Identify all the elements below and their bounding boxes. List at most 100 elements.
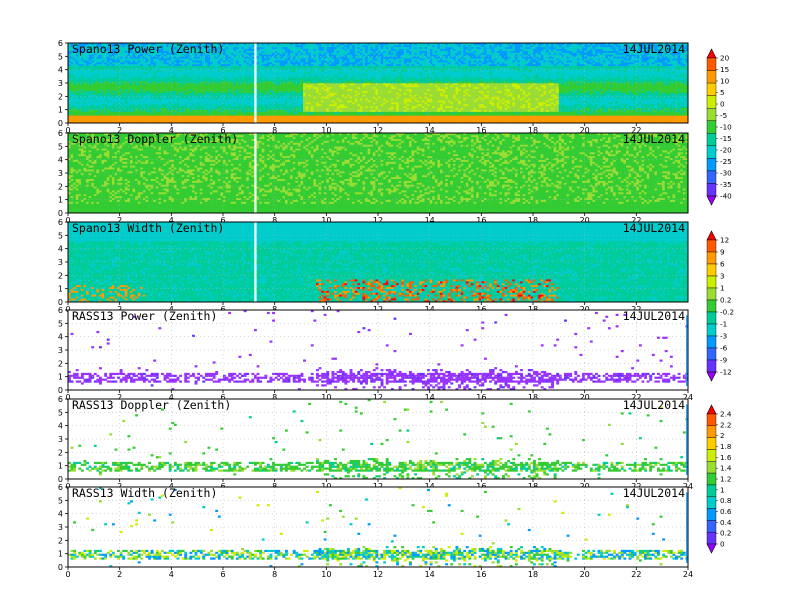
heatmap-cell [99, 67, 102, 70]
heatmap-cell [259, 52, 263, 55]
heatmap-cell [111, 52, 115, 55]
heatmap-cell [277, 71, 281, 74]
heatmap-cell [316, 119, 319, 122]
heatmap-cell [349, 75, 353, 78]
heatmap-cell [176, 58, 180, 61]
heatmap-cell [223, 71, 226, 74]
heatmap-cell [282, 69, 286, 72]
heatmap-cell [109, 121, 113, 124]
heatmap-cell [78, 69, 82, 72]
heatmap-cell [158, 113, 162, 116]
heatmap-cell [326, 98, 330, 101]
heatmap-cell [83, 52, 87, 55]
heatmap-cell [336, 60, 340, 63]
heatmap-cell [344, 111, 348, 114]
heatmap-cell [93, 102, 97, 105]
heatmap-cell [347, 117, 350, 120]
heatmap-cell [347, 111, 350, 114]
heatmap-cell [122, 54, 126, 57]
heatmap-cell [132, 111, 136, 114]
heatmap-cell [210, 60, 213, 63]
heatmap-cell [305, 60, 309, 63]
heatmap-cell [145, 84, 149, 88]
heatmap-cell [83, 62, 87, 65]
heatmap-cell [274, 79, 278, 82]
heatmap-cell [68, 58, 71, 61]
heatmap-cell [96, 77, 100, 80]
heatmap-cell [186, 111, 190, 114]
heatmap-cell [189, 98, 193, 101]
heatmap-cell [73, 83, 77, 86]
heatmap-cell [318, 86, 322, 90]
heatmap-cell [354, 115, 358, 118]
heatmap-cell [117, 73, 120, 76]
heatmap-cell [349, 119, 353, 122]
heatmap-cell [194, 60, 198, 63]
heatmap-cell [295, 88, 299, 91]
heatmap-cell [310, 56, 314, 59]
heatmap-cell [238, 79, 242, 82]
heatmap-cell [78, 113, 82, 116]
heatmap-cell [233, 105, 237, 109]
heatmap-cell [279, 92, 283, 95]
heatmap-cell [135, 92, 139, 95]
heatmap-cell [233, 81, 237, 84]
heatmap-cell [347, 58, 350, 61]
heatmap-cell [104, 50, 108, 53]
heatmap-cell [223, 109, 226, 112]
heatmap-cell [192, 81, 195, 84]
heatmap-cell [212, 84, 216, 88]
heatmap-cell [140, 58, 144, 61]
heatmap-cell [230, 58, 234, 61]
heatmap-cell [140, 65, 144, 69]
heatmap-cell [347, 105, 350, 109]
heatmap-cell [292, 121, 296, 124]
heatmap-cell [370, 54, 374, 57]
heatmap-cell [336, 43, 340, 46]
heatmap-cell [114, 46, 118, 50]
heatmap-cell [308, 98, 312, 101]
heatmap-cell [124, 79, 128, 82]
heatmap-cell [354, 103, 358, 107]
heatmap-cell [230, 73, 234, 76]
heatmap-cell [248, 75, 252, 78]
heatmap-cell [339, 43, 343, 46]
heatmap-cell [181, 96, 185, 99]
heatmap-cell [80, 69, 84, 72]
heatmap-cell [347, 83, 350, 86]
heatmap-cell [354, 73, 358, 76]
heatmap-cell [192, 83, 195, 86]
heatmap-cell [137, 121, 141, 124]
heatmap-cell [204, 77, 208, 80]
heatmap-cell [341, 92, 345, 95]
heatmap-cell [130, 84, 133, 88]
heatmap-cell [70, 43, 74, 46]
heatmap-cell [106, 46, 110, 50]
heatmap-cell [210, 86, 213, 90]
heatmap-cell [344, 83, 348, 86]
heatmap-cell [155, 88, 159, 91]
heatmap-cell [235, 63, 239, 67]
heatmap-cell [297, 58, 301, 61]
heatmap-cell [184, 86, 188, 90]
heatmap-cell [199, 43, 203, 46]
heatmap-cell [104, 92, 108, 95]
heatmap-cell [88, 81, 92, 84]
heatmap-cell [83, 65, 87, 69]
heatmap-cell [357, 111, 361, 114]
heatmap-cell [347, 115, 350, 118]
heatmap-cell [282, 117, 286, 120]
heatmap-cell [91, 94, 95, 97]
heatmap-cell [207, 105, 211, 109]
heatmap-cell [155, 94, 159, 97]
heatmap-cell [75, 105, 79, 109]
heatmap-cell [189, 100, 193, 103]
heatmap-cell [272, 48, 275, 51]
heatmap-cell [225, 103, 229, 107]
heatmap-cell [238, 43, 242, 46]
heatmap-cell [375, 75, 379, 78]
heatmap-cell [323, 96, 327, 99]
heatmap-cell [362, 75, 366, 78]
heatmap-cell [176, 119, 180, 122]
heatmap-cell [323, 62, 327, 65]
